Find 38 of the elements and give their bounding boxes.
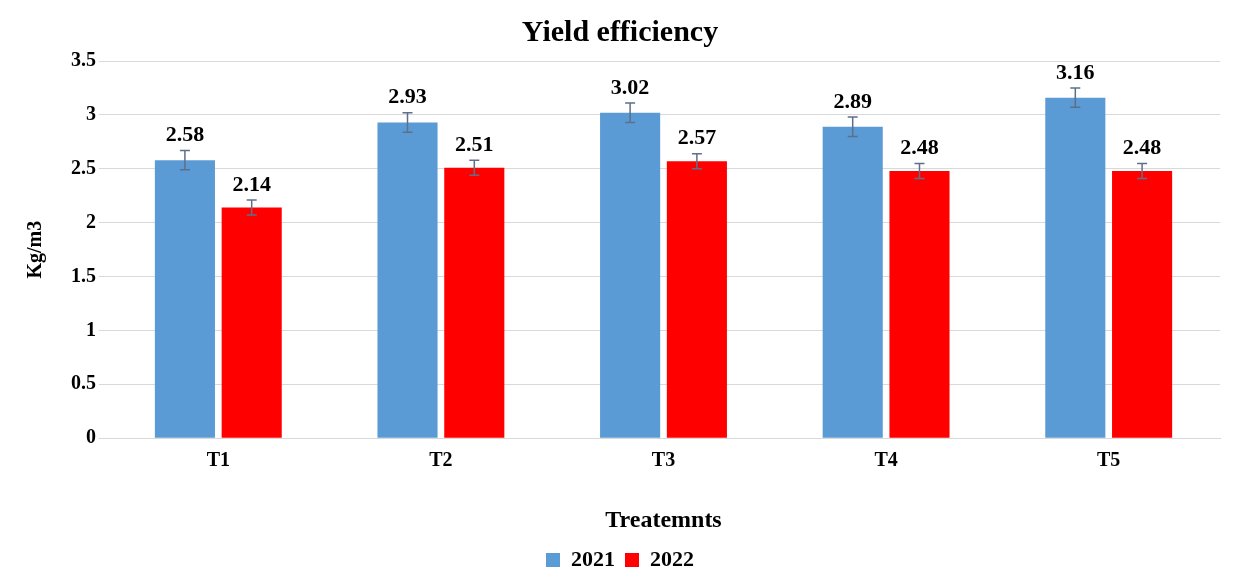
bar — [889, 170, 950, 438]
y-tick-label: 1.5 — [71, 263, 96, 286]
data-label: 3.16 — [1056, 58, 1095, 84]
bar — [666, 161, 727, 438]
data-label: 3.02 — [610, 73, 650, 99]
data-label: 2.51 — [455, 130, 494, 156]
x-tick-label: T3 — [651, 448, 676, 471]
x-axis-title: Treatemnts — [605, 505, 722, 532]
x-tick-label: T5 — [1097, 448, 1121, 471]
data-label: 2.93 — [388, 83, 427, 109]
data-label: 2.89 — [833, 87, 872, 113]
bar — [154, 160, 215, 438]
bar — [444, 167, 505, 438]
data-label: 2.48 — [900, 134, 939, 160]
bar — [600, 112, 661, 438]
y-tick-label: 2 — [86, 209, 96, 232]
bar — [1045, 97, 1106, 438]
y-tick-label: 0 — [86, 425, 96, 448]
y-tick-label: 2.5 — [71, 155, 96, 178]
x-tick-label: T2 — [429, 448, 453, 471]
y-tick-label: 3 — [86, 102, 96, 125]
y-axis-title: Kg/m3 — [23, 220, 47, 279]
y-tick-label: 3.5 — [71, 48, 96, 71]
bar — [377, 122, 438, 438]
data-label: 2.14 — [232, 170, 271, 196]
y-tick-label: 0.5 — [71, 371, 96, 394]
bar — [822, 126, 883, 438]
x-tick-label: T1 — [206, 448, 230, 471]
bar — [1112, 170, 1173, 438]
y-tick-label: 1 — [86, 317, 96, 340]
data-label: 2.48 — [1122, 134, 1162, 160]
bar — [221, 207, 282, 438]
chart-title: Yield efficiency — [521, 13, 719, 47]
legend-label: 2021 — [571, 545, 615, 571]
x-tick-label: T4 — [874, 448, 898, 471]
legend-label: 2022 — [650, 545, 694, 571]
data-label: 2.57 — [677, 124, 717, 150]
data-label: 2.58 — [165, 121, 205, 147]
